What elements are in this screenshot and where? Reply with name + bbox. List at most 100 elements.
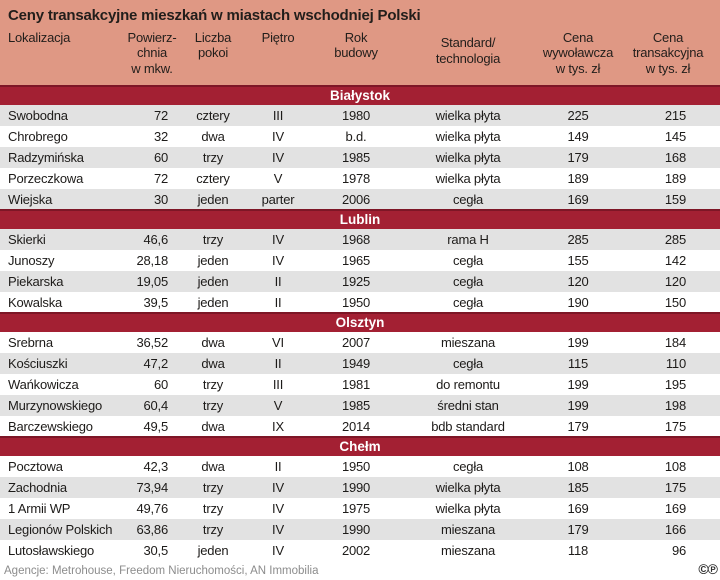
table-row: Piekarska 19,05 jeden II 1925 cegła 120 120 bbox=[0, 271, 720, 292]
value-cell: wielka płyta bbox=[396, 126, 540, 147]
value-cell: do remontu bbox=[396, 374, 540, 395]
value-cell: IV bbox=[240, 126, 316, 147]
value-cell: dwa bbox=[186, 456, 240, 477]
value-cell: VI bbox=[240, 332, 316, 353]
value-cell: 2002 bbox=[316, 540, 396, 561]
section-header-row: Lublin bbox=[0, 209, 720, 229]
value-cell: 1965 bbox=[316, 250, 396, 271]
footer: Agencje: Metrohouse, Freedom Nieruchomoś… bbox=[0, 561, 720, 580]
table-body: Białystok Swobodna 72 cztery III 1980 wielka p… bbox=[0, 85, 720, 561]
value-cell: 30 bbox=[118, 189, 186, 210]
street-cell: Skierki bbox=[0, 229, 118, 250]
value-cell: 285 bbox=[540, 229, 616, 250]
value-cell: 185 bbox=[540, 477, 616, 498]
table-row: Legionów Polskich 63,86 trzy IV 1990 mieszana… bbox=[0, 519, 720, 540]
value-cell: cegła bbox=[396, 189, 540, 210]
value-cell: 42,3 bbox=[118, 456, 186, 477]
value-cell: wielka płyta bbox=[396, 168, 540, 189]
street-cell: Legionów Polskich bbox=[0, 519, 118, 540]
value-cell: III bbox=[240, 374, 316, 395]
value-cell: 1985 bbox=[316, 147, 396, 168]
value-cell: trzy bbox=[186, 374, 240, 395]
value-cell: rama H bbox=[396, 229, 540, 250]
value-cell: dwa bbox=[186, 353, 240, 374]
value-cell: II bbox=[240, 292, 316, 313]
value-cell: 36,52 bbox=[118, 332, 186, 353]
value-cell: 49,76 bbox=[118, 498, 186, 519]
value-cell: 60,4 bbox=[118, 395, 186, 416]
value-cell: 2014 bbox=[316, 416, 396, 437]
street-cell: Swobodna bbox=[0, 105, 118, 126]
table-header: Lokalizacja Powierz- chnia w mkw. Liczba… bbox=[0, 28, 720, 86]
section-header-row: Chełm bbox=[0, 436, 720, 456]
column-header-cena-wywolawcza: Cena wywoławcza w tys. zł bbox=[540, 28, 616, 86]
value-cell: 159 bbox=[616, 189, 720, 210]
table-row: Swobodna 72 cztery III 1980 wielka płyta 225 21… bbox=[0, 105, 720, 126]
table-row: Barczewskiego 49,5 dwa IX 2014 bdb standard 17… bbox=[0, 416, 720, 437]
value-cell: wielka płyta bbox=[396, 105, 540, 126]
street-cell: Wańkowicza bbox=[0, 374, 118, 395]
section-city-label: Białystok bbox=[0, 85, 720, 105]
value-cell: 96 bbox=[616, 540, 720, 561]
value-cell: dwa bbox=[186, 416, 240, 437]
value-cell: 175 bbox=[616, 477, 720, 498]
value-cell: IV bbox=[240, 498, 316, 519]
column-header-rok-budowy: Rok budowy bbox=[316, 28, 396, 86]
value-cell: 120 bbox=[540, 271, 616, 292]
value-cell: IV bbox=[240, 250, 316, 271]
value-cell: 115 bbox=[540, 353, 616, 374]
value-cell: 28,18 bbox=[118, 250, 186, 271]
value-cell: III bbox=[240, 105, 316, 126]
value-cell: 1978 bbox=[316, 168, 396, 189]
table-row: Pocztowa 42,3 dwa II 1950 cegła 108 108 bbox=[0, 456, 720, 477]
street-cell: Wiejska bbox=[0, 189, 118, 210]
street-cell: Junoszy bbox=[0, 250, 118, 271]
value-cell: cegła bbox=[396, 456, 540, 477]
source-credit: Agencje: Metrohouse, Freedom Nieruchomoś… bbox=[4, 565, 319, 577]
value-cell: 189 bbox=[540, 168, 616, 189]
value-cell: 175 bbox=[616, 416, 720, 437]
value-cell: trzy bbox=[186, 229, 240, 250]
street-cell: Radzymińska bbox=[0, 147, 118, 168]
value-cell: 30,5 bbox=[118, 540, 186, 561]
value-cell: 108 bbox=[616, 456, 720, 477]
street-cell: Murzynowskiego bbox=[0, 395, 118, 416]
value-cell: 1968 bbox=[316, 229, 396, 250]
value-cell: trzy bbox=[186, 519, 240, 540]
value-cell: 1950 bbox=[316, 456, 396, 477]
value-cell: bdb standard bbox=[396, 416, 540, 437]
value-cell: 63,86 bbox=[118, 519, 186, 540]
value-cell: 168 bbox=[616, 147, 720, 168]
value-cell: cegła bbox=[396, 353, 540, 374]
value-cell: IV bbox=[240, 229, 316, 250]
value-cell: 149 bbox=[540, 126, 616, 147]
street-cell: Barczewskiego bbox=[0, 416, 118, 437]
value-cell: 32 bbox=[118, 126, 186, 147]
value-cell: 47,2 bbox=[118, 353, 186, 374]
value-cell: 118 bbox=[540, 540, 616, 561]
column-header-lokalizacja: Lokalizacja bbox=[0, 28, 118, 86]
value-cell: II bbox=[240, 456, 316, 477]
street-cell: Srebrna bbox=[0, 332, 118, 353]
value-cell: IX bbox=[240, 416, 316, 437]
value-cell: 39,5 bbox=[118, 292, 186, 313]
value-cell: średni stan bbox=[396, 395, 540, 416]
value-cell: 73,94 bbox=[118, 477, 186, 498]
section-city-label: Lublin bbox=[0, 209, 720, 229]
value-cell: 169 bbox=[540, 498, 616, 519]
value-cell: dwa bbox=[186, 126, 240, 147]
value-cell: II bbox=[240, 353, 316, 374]
value-cell: 190 bbox=[540, 292, 616, 313]
value-cell: 1985 bbox=[316, 395, 396, 416]
value-cell: 179 bbox=[540, 147, 616, 168]
value-cell: 199 bbox=[540, 395, 616, 416]
section-header-row: Olsztyn bbox=[0, 312, 720, 332]
street-cell: 1 Armii WP bbox=[0, 498, 118, 519]
column-header-cena-transakcyjna: Cena transakcyjna w tys. zł bbox=[616, 28, 720, 86]
value-cell: wielka płyta bbox=[396, 147, 540, 168]
table-row: Junoszy 28,18 jeden IV 1965 cegła 155 142 bbox=[0, 250, 720, 271]
value-cell: 60 bbox=[118, 374, 186, 395]
table-row: Lutosławskiego 30,5 jeden IV 2002 mieszana 118… bbox=[0, 540, 720, 561]
header-row: Lokalizacja Powierz- chnia w mkw. Liczba… bbox=[0, 28, 720, 86]
value-cell: 120 bbox=[616, 271, 720, 292]
